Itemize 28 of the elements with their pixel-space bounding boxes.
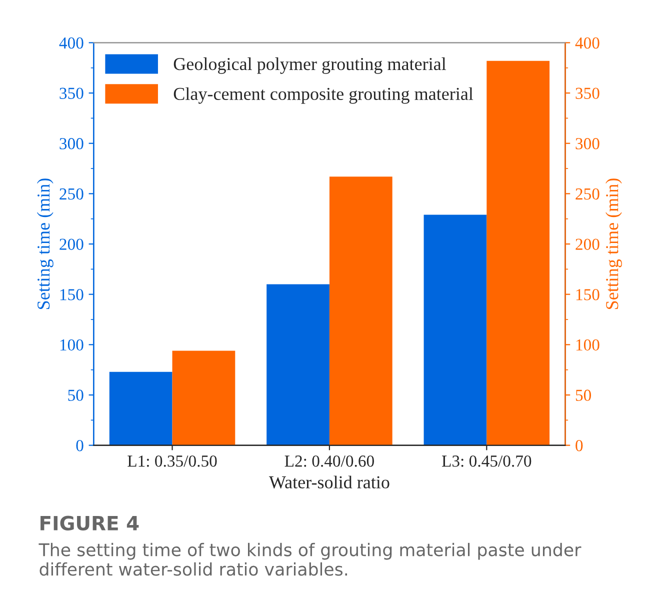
legend-label: Clay-cement composite grouting material <box>174 87 474 104</box>
x-tick-label: L2: 0.40/0.60 <box>284 456 374 467</box>
legend-label: Geological polymer grouting material <box>174 57 446 74</box>
y2-tick-label: 400 <box>575 37 600 49</box>
y2-tick-label: 200 <box>576 238 600 250</box>
y-tick-label: 150 <box>60 289 84 300</box>
y-tick-label: 300 <box>60 138 84 150</box>
text: The setting time of two kinds of grouting material paste under different water-solid ratio variables. <box>38 542 582 576</box>
x-tick-label: L1: 0.35/0.50 <box>128 456 217 467</box>
y-tick-label: 400 <box>59 37 84 49</box>
y2-tick-label: 150 <box>576 289 600 300</box>
y2-tick-label: 250 <box>576 188 600 200</box>
y2-tick-label: 50 <box>576 390 592 401</box>
y2-tick-label: 300 <box>576 138 600 150</box>
y-tick-label: 200 <box>60 238 84 250</box>
y2-tick-label: 0 <box>576 440 583 452</box>
y2-axis-title: Setting time (min) <box>606 178 622 309</box>
y-tick-label: 250 <box>60 188 84 200</box>
caption: FIGURE 4 <box>40 516 139 530</box>
y2-tick-label: 100 <box>576 339 600 351</box>
y-tick-label: 350 <box>60 88 84 99</box>
y-tick-label: 50 <box>68 390 84 401</box>
y-tick-label: 0 <box>76 440 84 452</box>
x-axis-title: Water-solid ratio <box>268 476 390 488</box>
x-tick-label: L3: 0.45/0.70 <box>442 456 532 467</box>
y-tick-label: 100 <box>60 339 84 351</box>
y-axis-title: Setting time (min) <box>36 178 54 309</box>
y2-tick-label: 350 <box>576 88 600 99</box>
